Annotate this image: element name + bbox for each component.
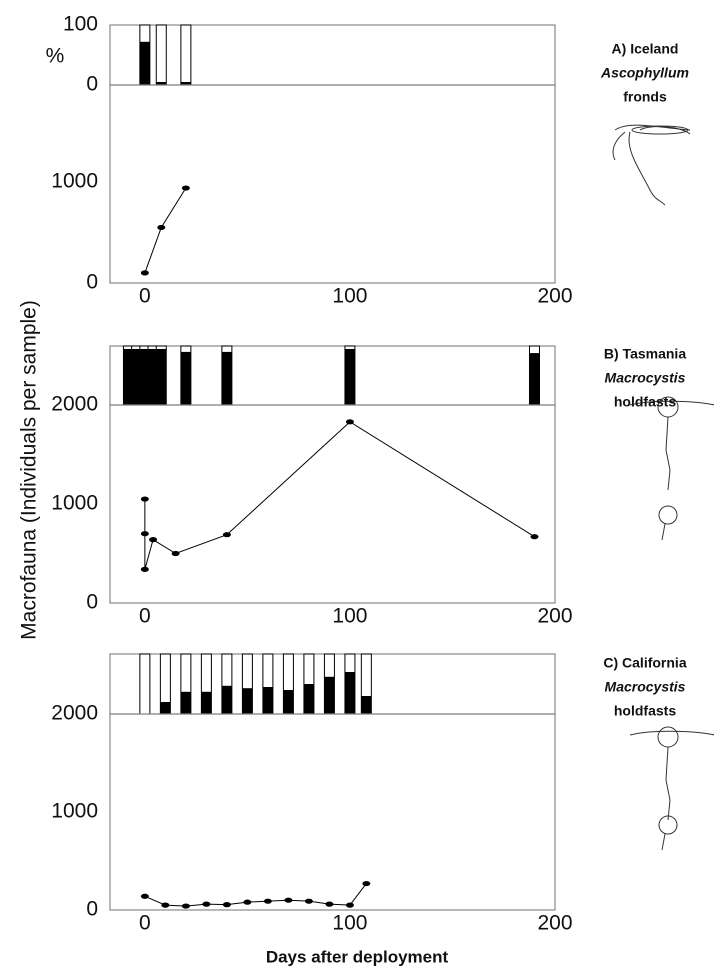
data-point <box>243 899 252 905</box>
bar <box>139 348 150 405</box>
panel-label: fronds <box>623 89 667 105</box>
plot-frame <box>109 404 556 604</box>
panel-label: B) Tasmania <box>604 346 686 362</box>
y-tick-label: 0 <box>86 898 98 921</box>
panel-label: C) California <box>603 655 686 671</box>
data-point <box>222 902 231 908</box>
data-point <box>284 897 293 903</box>
data-point <box>304 898 313 904</box>
data-point <box>202 901 211 907</box>
bar <box>344 672 355 714</box>
data-point <box>263 898 272 904</box>
macrocystis-sketch <box>629 396 714 541</box>
bar-frame <box>139 653 151 715</box>
data-point <box>362 880 371 887</box>
panel-label: Macrocystis <box>605 370 686 386</box>
bar <box>242 688 253 714</box>
data-point <box>140 270 149 276</box>
data-point <box>161 902 170 908</box>
x-tick-label: 0 <box>139 285 151 308</box>
panel-label: A) Iceland <box>612 41 679 57</box>
data-point <box>140 893 149 899</box>
data-point <box>181 185 190 191</box>
data-point <box>157 224 166 231</box>
bar-frame <box>155 24 167 86</box>
data-point <box>222 532 231 538</box>
x-tick-label: 100 <box>332 605 367 628</box>
bar <box>139 41 150 85</box>
bar <box>344 348 355 405</box>
y-tick-label: 100 <box>63 13 98 36</box>
x-axis-label: Days after deployment <box>266 947 449 966</box>
bar <box>361 696 372 714</box>
bar-frame <box>180 24 192 86</box>
plot-frame <box>109 713 556 911</box>
data-point <box>530 534 539 540</box>
y-tick-label: 2000 <box>51 393 98 416</box>
x-tick-label: 200 <box>537 605 572 628</box>
data-point <box>345 902 354 908</box>
x-tick-label: 0 <box>139 912 151 935</box>
bar <box>262 687 273 714</box>
bar <box>131 348 142 405</box>
y-axis-label: Macrofauna (Individuals per sample) <box>18 300 41 640</box>
data-point <box>171 550 180 557</box>
y-tick-label: 0 <box>86 73 98 96</box>
data-point <box>140 496 149 502</box>
x-tick-label: 0 <box>139 605 151 628</box>
plot-frame <box>109 345 556 406</box>
bar <box>180 351 191 405</box>
plot-frame <box>109 84 556 284</box>
data-point <box>181 903 190 909</box>
data-point <box>345 419 354 425</box>
series-line <box>144 883 367 907</box>
data-point <box>140 531 149 537</box>
bar <box>283 690 294 714</box>
bar <box>180 82 191 85</box>
y-tick-label: 1000 <box>51 492 98 515</box>
data-point <box>325 901 334 907</box>
x-tick-label: 200 <box>537 912 572 935</box>
data-point <box>140 566 149 572</box>
bar <box>303 684 314 714</box>
bar <box>156 348 167 405</box>
y-tick-label: 2000 <box>51 702 98 725</box>
series-line <box>144 187 187 274</box>
panel-label: Macrocystis <box>605 679 686 695</box>
series-line <box>144 421 535 570</box>
y-tick-label: 1000 <box>51 170 98 193</box>
bar <box>123 348 134 405</box>
panel-label: Ascophyllum <box>600 65 689 81</box>
panel-label: holdfasts <box>614 703 676 719</box>
y-tick-label: 0 <box>86 271 98 294</box>
bar <box>160 702 171 714</box>
x-tick-label: 200 <box>537 285 572 308</box>
y-tick-label: 1000 <box>51 800 98 823</box>
bar <box>180 691 191 714</box>
macrocystis-sketch <box>629 726 714 851</box>
bar <box>148 348 159 405</box>
plot-frame <box>109 24 556 86</box>
data-point <box>149 537 158 543</box>
bar <box>221 351 232 405</box>
bar <box>529 353 540 405</box>
y-tick-label: 0 <box>86 591 98 614</box>
bar <box>221 685 232 714</box>
bar <box>156 82 167 85</box>
panel-label: holdfasts <box>614 394 676 410</box>
strip-label: % <box>46 45 65 68</box>
ascophyllum-sketch <box>612 124 691 206</box>
bar <box>201 691 212 714</box>
x-tick-label: 100 <box>332 912 367 935</box>
bar <box>324 676 335 714</box>
x-tick-label: 100 <box>332 285 367 308</box>
